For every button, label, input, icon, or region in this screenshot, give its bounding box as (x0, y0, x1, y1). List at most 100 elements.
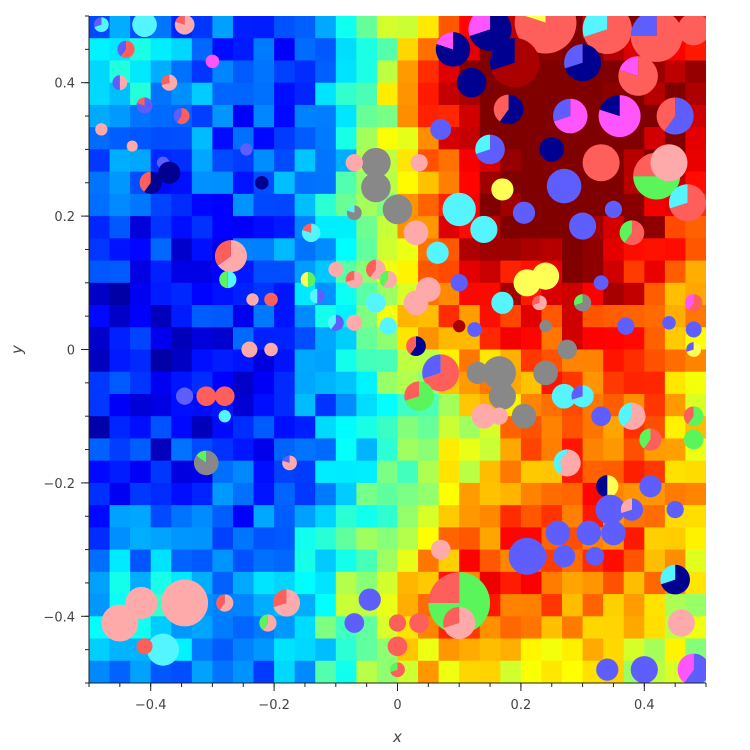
heatmap-cell (500, 238, 522, 262)
heatmap-cell (191, 104, 213, 128)
heatmap-cell (582, 127, 604, 150)
heatmap-cell (500, 438, 522, 462)
heatmap-cell (150, 616, 172, 640)
heatmap-cell (315, 438, 337, 462)
pie-marker (685, 321, 702, 338)
pie-slice (403, 220, 429, 246)
heatmap-cell (562, 238, 584, 262)
pie-marker (241, 341, 258, 358)
pie-slice (512, 201, 536, 224)
heatmap-cell (562, 305, 584, 328)
heatmap-cell (520, 482, 543, 506)
heatmap-cell (253, 549, 275, 573)
heatmap-cell (232, 371, 255, 395)
heatmap-cell (479, 260, 501, 284)
pie-slice (240, 143, 253, 156)
heatmap-cell (274, 371, 296, 395)
heatmap-cell (212, 149, 234, 173)
heatmap-cell (582, 327, 604, 351)
heatmap-cell (89, 104, 111, 128)
pie-slice (302, 223, 312, 233)
heatmap-cell (315, 82, 337, 106)
heatmap-cell (335, 60, 357, 84)
heatmap-cell (664, 371, 687, 395)
heatmap-cell (479, 327, 501, 351)
pie-slice (633, 152, 657, 177)
heatmap-cell (685, 594, 706, 617)
heatmap-cell (623, 616, 645, 640)
pie-slice (595, 494, 626, 525)
heatmap-cell (191, 482, 213, 506)
pie-marker (450, 274, 468, 292)
heatmap-cell (376, 594, 399, 617)
heatmap-cell (500, 460, 522, 484)
heatmap-cell (150, 238, 172, 262)
heatmap-cell (212, 660, 234, 683)
pie-marker (361, 147, 391, 178)
pie-slice (525, 16, 546, 23)
heatmap-cell (644, 371, 666, 395)
heatmap-cell (274, 149, 296, 173)
heatmap-cell (500, 505, 522, 528)
heatmap-cell (315, 127, 337, 150)
heatmap-cell (294, 594, 316, 617)
pie-slice (572, 385, 594, 408)
pie-marker (617, 317, 635, 335)
pie-slice (272, 589, 287, 608)
heatmap-cell (232, 594, 255, 617)
pie-slice (582, 144, 620, 182)
heatmap-cell (89, 327, 111, 351)
heatmap-cell (459, 149, 481, 173)
heatmap-cell (191, 216, 213, 239)
axes: −0.4 −0.2 0 0.2 0.4 −0.4 −0.2 0 0.2 0.4 (43, 15, 707, 713)
pie-marker (683, 429, 704, 450)
heatmap-cell (479, 438, 501, 462)
heatmap-cell (130, 238, 152, 262)
heatmap-cell (335, 282, 357, 306)
pie-slice (382, 194, 413, 225)
heatmap-cell (212, 549, 234, 573)
heatmap-cell (109, 82, 131, 106)
pie-marker (512, 201, 536, 224)
heatmap-cell (418, 38, 440, 62)
heatmap-cell (294, 438, 316, 462)
heatmap-cell (356, 416, 378, 440)
heatmap-cell (644, 305, 666, 328)
pie-slice (409, 613, 429, 633)
pie-marker (101, 604, 139, 642)
heatmap-cell (397, 16, 419, 39)
heatmap-cell (520, 571, 543, 595)
pie-marker (639, 428, 662, 451)
pie-marker (508, 537, 546, 575)
heatmap-cell (438, 171, 460, 195)
heatmap-cell (582, 616, 604, 640)
pie-marker (346, 205, 362, 221)
pie-marker (491, 178, 514, 201)
heatmap-cell (191, 16, 213, 39)
heatmap-cell (294, 505, 316, 528)
heatmap-cell (130, 305, 152, 328)
heatmap-cell (191, 527, 213, 551)
heatmap-cell (623, 371, 645, 395)
heatmap-cell (397, 460, 419, 484)
pie-marker (539, 319, 552, 333)
heatmap-cell (685, 60, 706, 84)
pie-marker (545, 520, 571, 546)
heatmap-cell (664, 460, 687, 484)
heatmap-cell (191, 171, 213, 195)
heatmap-cell (130, 527, 152, 551)
heatmap-cell (418, 438, 440, 462)
pie-slice (95, 123, 108, 136)
heatmap-cell (356, 38, 378, 62)
heatmap-cell (171, 549, 193, 573)
pie-slice (596, 658, 619, 681)
heatmap-cell (89, 638, 111, 662)
heatmap-cell (335, 327, 357, 351)
heatmap-cell (376, 104, 399, 128)
heatmap-cell (294, 393, 316, 417)
heatmap-cell (459, 482, 481, 506)
heatmap-cell (335, 416, 357, 440)
pie-marker (196, 386, 217, 407)
heatmap-cell (520, 127, 543, 150)
pie-slice (422, 354, 441, 379)
